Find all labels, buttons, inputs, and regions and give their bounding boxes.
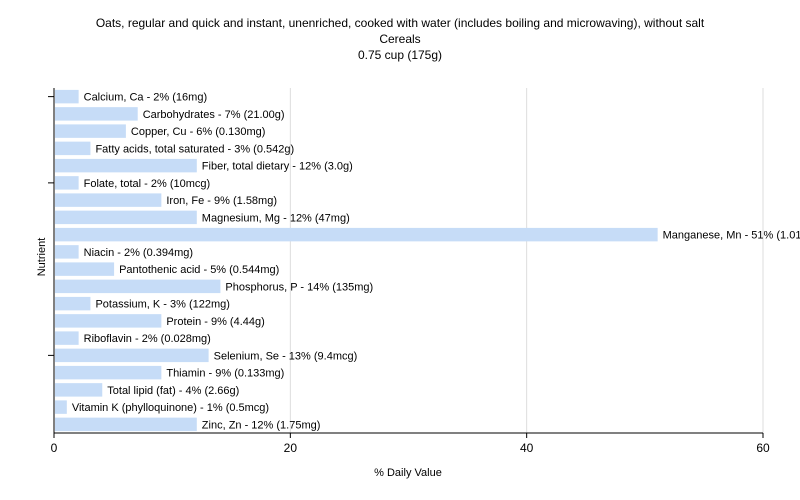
bar-8 (55, 227, 658, 242)
gridlines (289, 88, 764, 433)
bar-18 (55, 400, 67, 414)
bar-label-11: Phosphorus, P - 14% (135mg) (225, 281, 373, 293)
x-tick-label-0: 0 (51, 441, 58, 455)
bar-9 (55, 245, 79, 259)
bar-3 (55, 141, 91, 156)
bar-label-12: Potassium, K - 3% (122mg) (95, 299, 230, 311)
bar-19 (55, 417, 197, 432)
bar-label-1: Carbohydrates - 7% (21.00g) (143, 109, 285, 121)
bar-label-17: Total lipid (fat) - 4% (2.66g) (107, 385, 239, 397)
bar-12 (55, 296, 91, 311)
bar-label-8: Manganese, Mn - 51% (1.015mg) (663, 230, 800, 242)
bar-label-10: Pantothenic acid - 5% (0.544mg) (119, 264, 279, 276)
bar-1 (55, 107, 138, 121)
bar-17 (55, 383, 103, 397)
bar-4 (55, 158, 197, 173)
bar-label-13: Protein - 9% (4.44g) (166, 316, 264, 328)
bar-15 (55, 348, 209, 363)
bar-5 (55, 176, 79, 190)
bar-label-0: Calcium, Ca - 2% (16mg) (84, 92, 207, 104)
bar-11 (55, 279, 221, 294)
bar-14 (55, 331, 79, 345)
bar-label-15: Selenium, Se - 13% (9.4mcg) (214, 350, 358, 362)
bar-13 (55, 314, 162, 328)
x-tick-label-3: 60 (756, 441, 770, 455)
x-axis-title: % Daily Value (374, 467, 442, 479)
chart-title-line-3: 0.75 cup (175g) (358, 48, 442, 62)
bar-label-7: Magnesium, Mg - 12% (47mg) (202, 212, 350, 224)
chart-title-line-1: Oats, regular and quick and instant, une… (96, 16, 705, 30)
bar-label-18: Vitamin K (phylloquinone) - 1% (0.5mcg) (72, 402, 269, 414)
bar-0 (55, 89, 79, 104)
bar-label-14: Riboflavin - 2% (0.028mg) (84, 333, 211, 345)
bar-label-5: Folate, total - 2% (10mcg) (84, 178, 211, 190)
bar-label-19: Zinc, Zn - 12% (1.75mg) (202, 419, 321, 431)
bar-label-3: Fatty acids, total saturated - 3% (0.542… (95, 143, 294, 155)
bar-16 (55, 365, 162, 380)
bar-2 (55, 124, 126, 138)
axes: 0 20 40 60 (48, 88, 770, 455)
bar-10 (55, 262, 115, 276)
x-tick-label-1: 20 (284, 441, 298, 455)
bar-label-16: Thiamin - 9% (0.133mg) (166, 368, 284, 380)
bars: Calcium, Ca - 2% (16mg) Carbohydrates - 7… (55, 89, 800, 432)
x-tick-label-2: 40 (520, 441, 534, 455)
chart-title-line-2: Cereals (379, 32, 420, 46)
y-axis-title: Nutrient (36, 238, 48, 277)
bar-label-6: Iron, Fe - 9% (1.58mg) (166, 195, 277, 207)
bar-6 (55, 193, 162, 207)
bar-label-9: Niacin - 2% (0.394mg) (84, 247, 193, 259)
bar-label-2: Copper, Cu - 6% (0.130mg) (131, 126, 266, 138)
bar-7 (55, 210, 197, 225)
bar-label-4: Fiber, total dietary - 12% (3.0g) (202, 161, 353, 173)
